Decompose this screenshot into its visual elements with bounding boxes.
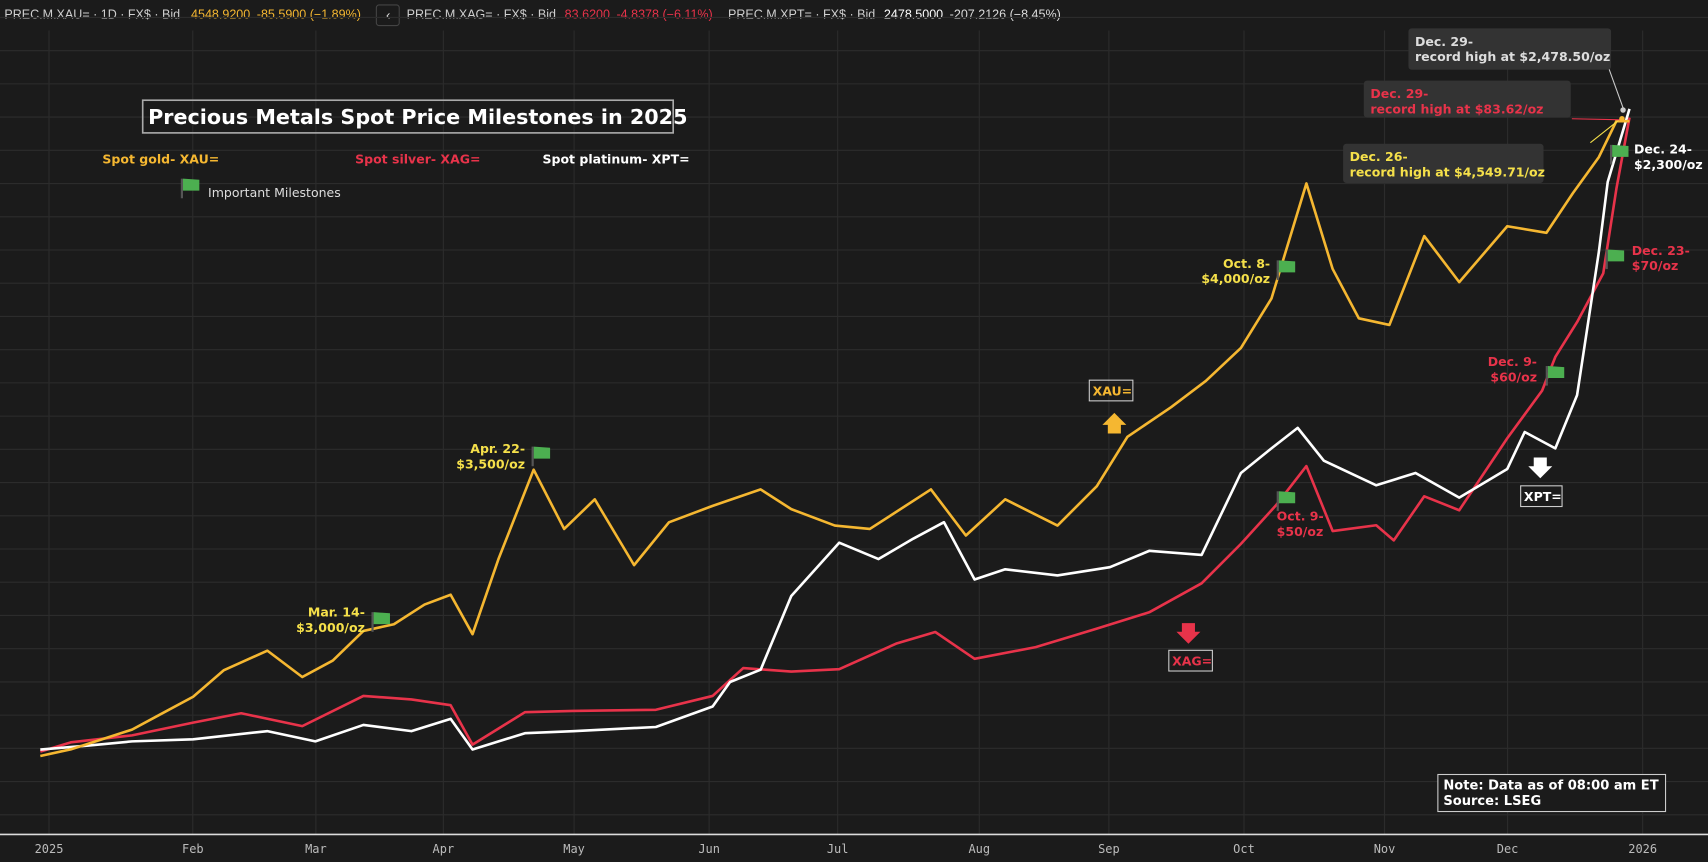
x-tick-label: Mar — [305, 842, 327, 856]
flag-icon — [371, 612, 390, 632]
x-tick-label: Jun — [698, 842, 720, 856]
title-box — [141, 99, 675, 134]
x-tick-label: Sep — [1098, 842, 1120, 856]
leader-line — [1608, 68, 1624, 109]
record-marker — [1620, 107, 1626, 113]
annotation-box — [1408, 28, 1612, 70]
flag-icon — [1276, 260, 1296, 280]
arrow-down-icon — [1176, 623, 1201, 644]
xau-change: -85.5900 (−1.89%) — [256, 8, 361, 22]
legend-gold: Spot gold- XAU= — [102, 151, 219, 166]
leader-line — [1571, 118, 1622, 121]
annotation-xau_tag: XAU= — [1093, 383, 1133, 398]
x-tick-label: 2026 — [1628, 842, 1657, 856]
x-tick-label: Dec — [1497, 842, 1519, 856]
record-marker — [1619, 116, 1625, 122]
x-ticks: 2025 Feb Mar Apr May Jun Jul Aug Sep Oct Nov Dec 202… — [35, 842, 1657, 856]
x-tick-label: Aug — [968, 842, 990, 856]
x-tick-label: Feb — [182, 842, 204, 856]
note-box — [1437, 773, 1667, 813]
xpt-price: 2478.5000 — [883, 8, 944, 22]
arrow-down-icon — [1528, 457, 1553, 479]
chart-title: Precious Metals Spot Price Milestones in… — [148, 105, 687, 129]
x-tick-label: Jul — [827, 842, 849, 856]
grid — [0, 16, 1708, 835]
xau-ric[interactable]: PREC.M.XAU= · 1D · FX$ · Bid — [4, 8, 181, 22]
annotations: Mar. 14-$3,000/oz Apr. 22-$3,500/oz Oct. 8… — [296, 28, 1703, 813]
flag-icon — [1276, 491, 1296, 511]
x-tick-label: Apr — [433, 842, 455, 856]
annotation-box — [1363, 80, 1571, 118]
annotation-apr22: Apr. 22-$3,500/oz — [456, 441, 525, 471]
annotation-dec23: Dec. 23-$70/oz — [1632, 243, 1690, 273]
leader-line — [1590, 117, 1623, 144]
x-tick-label: Oct — [1233, 842, 1255, 856]
x-tick-label: Nov — [1374, 842, 1396, 856]
flag-icon — [180, 178, 200, 199]
xpt-change: -207.2126 (−8.45%) — [949, 8, 1061, 22]
x-tick-label: 2025 — [35, 842, 64, 856]
annotation-silver_high: Dec. 29-record high at $83.62/oz — [1370, 86, 1543, 116]
xpt-ric[interactable]: PREC.M.XPT= · FX$ · Bid — [727, 8, 876, 22]
annotation-oct9: Oct. 9-$50/oz — [1277, 509, 1324, 539]
x-tick-label: May — [563, 842, 585, 856]
series-tag-box — [1168, 649, 1213, 672]
legend-milestones: Important Milestones — [208, 185, 341, 200]
flag-icon — [531, 446, 551, 467]
annotation-dec9: Dec. 9-$60/oz — [1488, 354, 1537, 384]
chevron-left-icon[interactable]: ‹ — [376, 4, 401, 27]
xag-change: -4.8378 (−6.11%) — [616, 8, 713, 22]
annotation-note: Note: Data as of 08:00 am ET Source: LSEG — [1443, 779, 1658, 809]
series-line-gold — [40, 119, 1630, 758]
arrow-up-icon — [1102, 412, 1127, 434]
xau-price: 4548.9200 — [191, 8, 251, 22]
legend-platinum: Spot platinum- XPT= — [542, 151, 689, 166]
legend-silver: Spot silver- XAG= — [355, 151, 480, 166]
annotation-mar14: Mar. 14-$3,000/oz — [296, 605, 365, 635]
annotation-xag_tag: XAG= — [1172, 654, 1212, 669]
annotation-box — [1343, 143, 1544, 184]
flag-icon — [1545, 366, 1565, 386]
series-tag-box — [1520, 485, 1563, 508]
annotation-dec24: Dec. 24-$2,300/oz — [1634, 142, 1703, 172]
annotation-plat_high: Dec. 29-record high at $2,478.50/oz — [1415, 34, 1610, 64]
series-line-platinum — [40, 108, 1631, 751]
series-lines — [39, 108, 1631, 758]
series-tag-box — [1088, 379, 1134, 402]
xag-ric[interactable]: PREC.M.XAG= · FX$ · Bid — [406, 8, 556, 22]
flag-icon — [1605, 249, 1625, 270]
annotation-gold_high: Dec. 26-record high at $4,549.71/oz — [1350, 149, 1545, 179]
quote-bar: PREC.M.XAU= · 1D · FX$ · Bid 4548.9200 -… — [0, 0, 1708, 31]
flag-icon — [1609, 144, 1629, 165]
series-line-silver — [39, 117, 1631, 753]
xag-price: 83.6200 — [564, 8, 610, 22]
annotation-xpt_tag: XPT= — [1524, 489, 1562, 504]
annotation-oct8: Oct. 8-$4,000/oz — [1201, 256, 1270, 286]
